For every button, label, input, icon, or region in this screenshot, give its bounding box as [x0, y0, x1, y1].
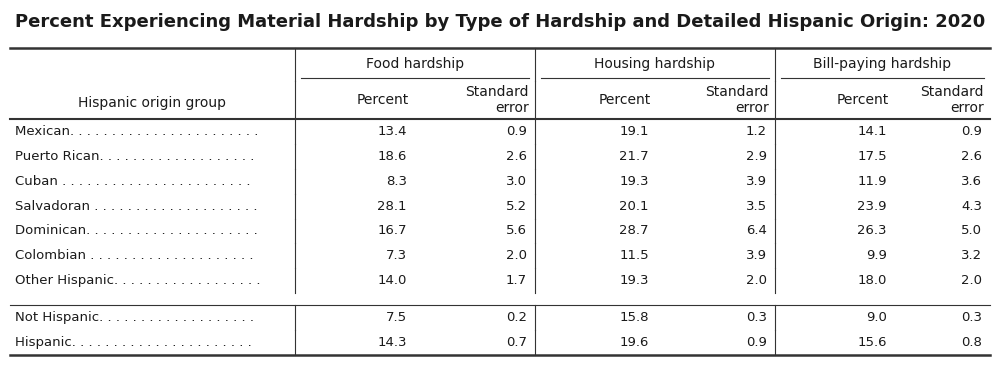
- Text: Not Hispanic. . . . . . . . . . . . . . . . . . .: Not Hispanic. . . . . . . . . . . . . . …: [15, 311, 254, 324]
- Text: 3.9: 3.9: [746, 249, 767, 262]
- Text: 9.0: 9.0: [866, 311, 887, 324]
- Text: 14.0: 14.0: [378, 274, 407, 287]
- Text: Hispanic origin group: Hispanic origin group: [78, 96, 226, 110]
- Text: 1.7: 1.7: [506, 274, 527, 287]
- Text: Housing hardship: Housing hardship: [594, 57, 716, 71]
- Text: 26.3: 26.3: [858, 224, 887, 238]
- Text: Cuban . . . . . . . . . . . . . . . . . . . . . . .: Cuban . . . . . . . . . . . . . . . . . …: [15, 175, 250, 188]
- Text: 4.3: 4.3: [961, 199, 982, 213]
- Text: 9.9: 9.9: [866, 249, 887, 262]
- Text: 1.2: 1.2: [746, 125, 767, 138]
- Text: Food hardship: Food hardship: [366, 57, 464, 71]
- Text: 2.0: 2.0: [506, 249, 527, 262]
- Text: 3.9: 3.9: [746, 175, 767, 188]
- Text: Salvadoran . . . . . . . . . . . . . . . . . . . .: Salvadoran . . . . . . . . . . . . . . .…: [15, 199, 258, 213]
- Text: 7.3: 7.3: [386, 249, 407, 262]
- Text: 0.8: 0.8: [961, 336, 982, 349]
- Text: 0.9: 0.9: [746, 336, 767, 349]
- Text: Percent: Percent: [357, 93, 409, 107]
- Text: 2.6: 2.6: [961, 150, 982, 163]
- Text: 0.7: 0.7: [506, 336, 527, 349]
- Text: 14.3: 14.3: [378, 336, 407, 349]
- Text: Percent: Percent: [837, 93, 889, 107]
- Text: Bill-paying hardship: Bill-paying hardship: [813, 57, 952, 71]
- Text: 2.6: 2.6: [506, 150, 527, 163]
- Text: 17.5: 17.5: [857, 150, 887, 163]
- Text: 0.9: 0.9: [506, 125, 527, 138]
- Text: 5.2: 5.2: [506, 199, 527, 213]
- Text: 21.7: 21.7: [619, 150, 649, 163]
- Text: 3.5: 3.5: [746, 199, 767, 213]
- Text: Hispanic. . . . . . . . . . . . . . . . . . . . . .: Hispanic. . . . . . . . . . . . . . . . …: [15, 336, 252, 349]
- Text: 19.1: 19.1: [620, 125, 649, 138]
- Text: 0.3: 0.3: [746, 311, 767, 324]
- Text: 7.5: 7.5: [386, 311, 407, 324]
- Text: 0.9: 0.9: [961, 125, 982, 138]
- Text: Puerto Rican. . . . . . . . . . . . . . . . . . .: Puerto Rican. . . . . . . . . . . . . . …: [15, 150, 254, 163]
- Text: 0.3: 0.3: [961, 311, 982, 324]
- Text: 18.0: 18.0: [858, 274, 887, 287]
- Text: Standard
error: Standard error: [920, 85, 984, 115]
- Text: Colombian . . . . . . . . . . . . . . . . . . . .: Colombian . . . . . . . . . . . . . . . …: [15, 249, 254, 262]
- Text: 18.6: 18.6: [378, 150, 407, 163]
- Text: 16.7: 16.7: [378, 224, 407, 238]
- Text: 2.0: 2.0: [961, 274, 982, 287]
- Text: 19.3: 19.3: [620, 274, 649, 287]
- Text: 15.8: 15.8: [620, 311, 649, 324]
- Text: Standard
error: Standard error: [466, 85, 529, 115]
- Text: 2.9: 2.9: [746, 150, 767, 163]
- Text: 5.0: 5.0: [961, 224, 982, 238]
- Text: 28.1: 28.1: [378, 199, 407, 213]
- Text: Other Hispanic. . . . . . . . . . . . . . . . . .: Other Hispanic. . . . . . . . . . . . . …: [15, 274, 260, 287]
- Text: 11.5: 11.5: [619, 249, 649, 262]
- Text: Percent: Percent: [599, 93, 651, 107]
- Text: Percent Experiencing Material Hardship by Type of Hardship and Detailed Hispanic: Percent Experiencing Material Hardship b…: [15, 13, 985, 31]
- Text: 14.1: 14.1: [858, 125, 887, 138]
- Text: 8.3: 8.3: [386, 175, 407, 188]
- Text: Dominican. . . . . . . . . . . . . . . . . . . . .: Dominican. . . . . . . . . . . . . . . .…: [15, 224, 258, 238]
- Text: 13.4: 13.4: [378, 125, 407, 138]
- Text: 19.6: 19.6: [620, 336, 649, 349]
- Text: Standard
error: Standard error: [706, 85, 769, 115]
- Text: 19.3: 19.3: [620, 175, 649, 188]
- Text: 3.0: 3.0: [506, 175, 527, 188]
- Text: 3.6: 3.6: [961, 175, 982, 188]
- Text: 3.2: 3.2: [961, 249, 982, 262]
- Text: 2.0: 2.0: [746, 274, 767, 287]
- Text: Mexican. . . . . . . . . . . . . . . . . . . . . . .: Mexican. . . . . . . . . . . . . . . . .…: [15, 125, 258, 138]
- Text: 11.9: 11.9: [858, 175, 887, 188]
- Text: 20.1: 20.1: [620, 199, 649, 213]
- Text: 15.6: 15.6: [858, 336, 887, 349]
- Text: 0.2: 0.2: [506, 311, 527, 324]
- Text: 23.9: 23.9: [858, 199, 887, 213]
- Text: 6.4: 6.4: [746, 224, 767, 238]
- Text: 5.6: 5.6: [506, 224, 527, 238]
- Text: 28.7: 28.7: [620, 224, 649, 238]
